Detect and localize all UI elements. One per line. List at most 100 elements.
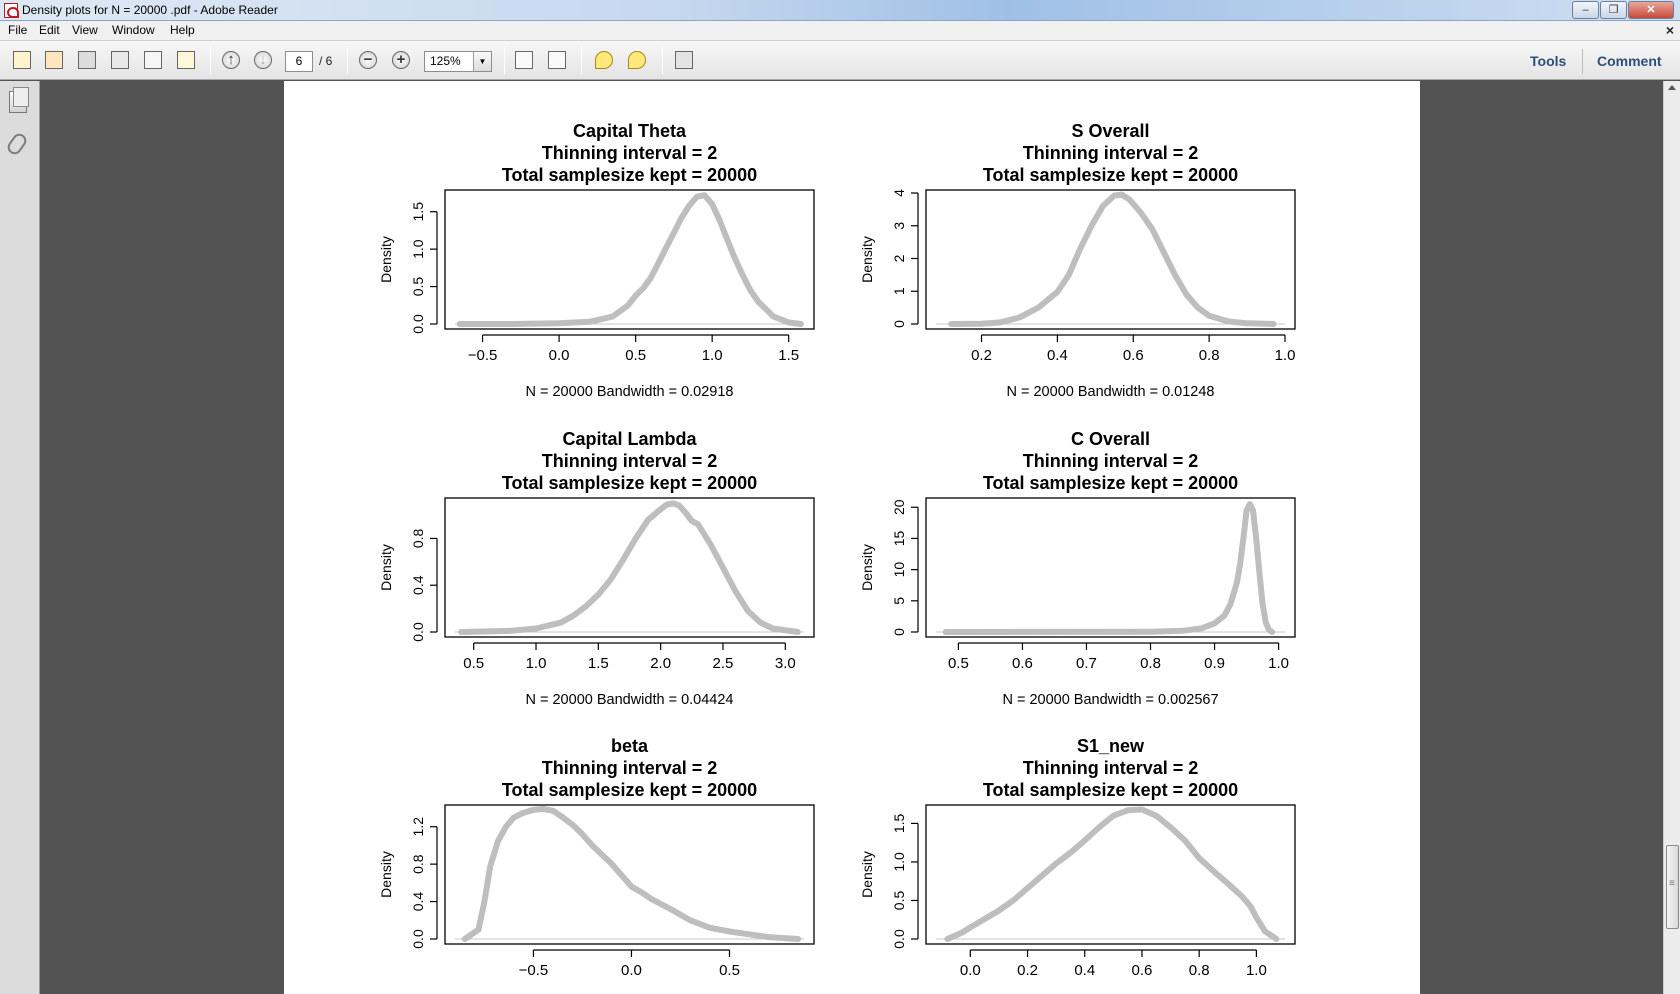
close-document-icon[interactable]: × (1665, 22, 1674, 38)
x-tick-label: 0.9 (1204, 655, 1225, 672)
toolbar: ↑ ↓ 6 / 6 − + 125% ▼ Tools Comment (0, 41, 1680, 80)
x-tick-label: 1.0 (702, 347, 723, 364)
chart-subtitle: N = 20000 Bandwidth = 0.01248 (1007, 384, 1215, 400)
x-tick-label: 0.5 (463, 655, 484, 672)
close-button[interactable]: ✕ (1628, 1, 1674, 19)
y-tick-label: 3 (891, 222, 907, 230)
next-page-icon[interactable]: ↓ (251, 49, 275, 71)
plot-frame (925, 497, 1296, 638)
x-tick-label: 0.0 (960, 962, 981, 979)
comment-pane-button[interactable]: Comment (1597, 53, 1662, 69)
chart-subtitle: N = 20000 Bandwidth = 0.002567 (1002, 692, 1218, 708)
x-tick-label: 0.4 (1047, 347, 1068, 364)
y-tick-label: 0.8 (410, 854, 426, 874)
adobe-reader-app-icon (4, 3, 19, 18)
chart-title-line: Total samplesize kept = 20000 (502, 165, 757, 185)
save-icon[interactable] (75, 49, 99, 71)
tools-pane-button[interactable]: Tools (1530, 53, 1567, 69)
x-tick-label: 0.6 (1132, 962, 1153, 979)
maximize-button[interactable]: ❐ (1600, 1, 1627, 19)
toolbar-separator (210, 47, 211, 74)
navigation-panel (0, 81, 40, 994)
fullscreen-icon[interactable] (672, 49, 696, 71)
y-tick-label: 0 (891, 628, 907, 636)
zoom-out-icon[interactable]: − (356, 49, 380, 71)
zoom-in-icon[interactable]: + (389, 49, 413, 71)
minimize-button[interactable]: – (1572, 1, 1599, 19)
create-pdf-icon[interactable] (10, 49, 34, 71)
menu-file[interactable]: File (8, 23, 28, 37)
y-tick-label: 2 (891, 254, 907, 262)
y-axis-label: Density (378, 544, 394, 591)
x-tick-label: 0.5 (948, 655, 969, 672)
x-tick-label: −0.5 (519, 962, 549, 979)
x-tick-label: 1.0 (1246, 962, 1267, 979)
chart-subtitle: N = 20000 Bandwidth = 0.04424 (526, 692, 734, 708)
previous-page-icon[interactable]: ↑ (219, 49, 243, 71)
chart-title-line: Total samplesize kept = 20000 (983, 473, 1238, 493)
y-axis-label: Density (378, 236, 394, 283)
menu-edit[interactable]: Edit (39, 23, 60, 37)
x-tick-label: 0.6 (1012, 655, 1033, 672)
scroll-up-arrow-icon[interactable] (1668, 85, 1676, 90)
toolbar-separator (581, 47, 582, 74)
x-tick-label: 0.5 (625, 347, 646, 364)
page-number-input[interactable]: 6 (285, 51, 313, 72)
pages-panel-icon[interactable] (9, 87, 29, 113)
scrollbar-thumb[interactable] (1666, 845, 1679, 929)
attachments-icon[interactable] (4, 130, 30, 158)
fit-page-icon[interactable] (512, 49, 536, 71)
y-tick-label: 0.5 (891, 891, 907, 911)
chart-title-line: Total samplesize kept = 20000 (502, 473, 757, 493)
combine-icon[interactable] (42, 49, 66, 71)
y-tick-label: 20 (891, 499, 907, 515)
chart-title-line: Thinning interval = 2 (542, 143, 718, 163)
y-tick-label: 0.0 (891, 929, 907, 949)
menu-window[interactable]: Window (112, 23, 155, 37)
chart-title-line: Capital Lambda (562, 429, 697, 449)
sticky-note-icon[interactable] (592, 49, 616, 71)
toolbar-separator (347, 47, 348, 74)
window-title: Density plots for N = 20000 .pdf - Adobe… (22, 3, 278, 17)
x-tick-label: 0.6 (1123, 347, 1144, 364)
plot-frame (925, 189, 1296, 330)
vertical-scrollbar[interactable] (1663, 81, 1680, 994)
y-tick-label: 4 (891, 189, 907, 197)
y-tick-label: 1.0 (891, 852, 907, 872)
x-tick-label: 0.0 (549, 347, 570, 364)
y-tick-label: 1 (891, 287, 907, 295)
x-tick-label: 2.0 (650, 655, 671, 672)
print-icon[interactable] (108, 49, 132, 71)
chart-title-line: Total samplesize kept = 20000 (983, 165, 1238, 185)
plot-frame (444, 497, 815, 638)
density-curve (942, 501, 1276, 635)
chart-title-line: C Overall (1071, 429, 1150, 449)
y-tick-label: 1.0 (410, 239, 426, 259)
chevron-down-icon[interactable]: ▼ (473, 52, 491, 71)
fit-width-icon[interactable] (545, 49, 569, 71)
email-icon[interactable] (141, 49, 165, 71)
zoom-value: 125% (430, 54, 461, 68)
sign-icon[interactable] (174, 49, 198, 71)
toolbar-separator (1582, 49, 1583, 74)
x-tick-label: 0.5 (719, 962, 740, 979)
chart-title-line: Thinning interval = 2 (542, 451, 718, 471)
x-tick-label: 0.7 (1076, 655, 1097, 672)
y-tick-label: 1.5 (410, 202, 426, 222)
menu-help[interactable]: Help (170, 23, 195, 37)
menu-view[interactable]: View (72, 23, 98, 37)
y-axis-label: Density (859, 851, 875, 898)
chart-title-line: Thinning interval = 2 (1023, 451, 1199, 471)
plot-frame (925, 804, 1296, 945)
x-tick-label: 2.5 (713, 655, 734, 672)
plot-frame (444, 804, 815, 945)
highlight-icon[interactable] (625, 49, 649, 71)
y-tick-label: 0.4 (410, 892, 426, 912)
x-tick-label: −0.5 (468, 347, 498, 364)
zoom-select[interactable]: 125% ▼ (424, 51, 492, 72)
